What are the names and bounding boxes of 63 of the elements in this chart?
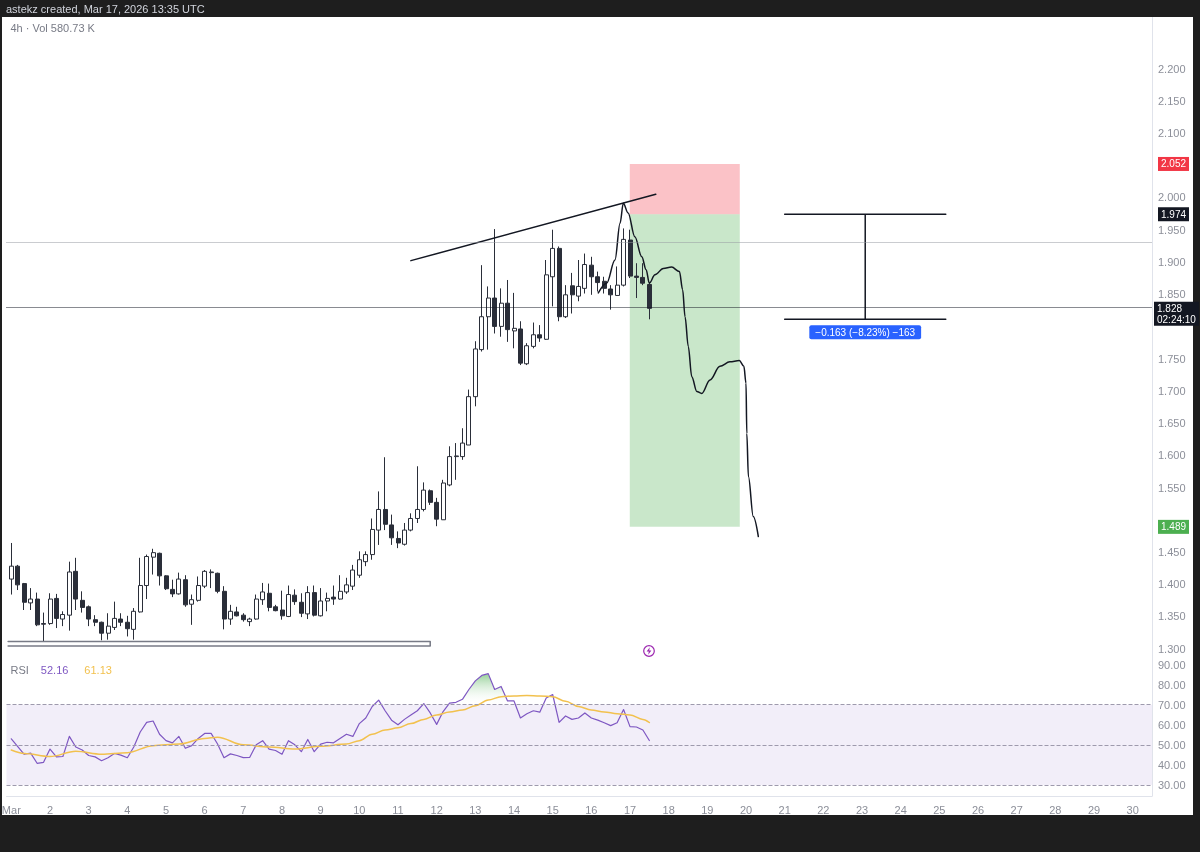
y-tick-label: 50.00 [1158, 738, 1186, 751]
x-tick-label: 25 [933, 803, 946, 816]
y-tick-label: 30.00 [1158, 778, 1186, 791]
x-tick-label: Mar [1, 803, 22, 816]
y-tick-label: 1.900 [1158, 255, 1186, 268]
x-tick-label: 22 [817, 803, 830, 816]
x-tick-label: 5 [162, 803, 170, 816]
y-tick-label: 80.00 [1158, 678, 1186, 691]
x-tick-label: 8 [278, 803, 286, 816]
x-tick-label: 10 [353, 803, 366, 816]
x-tick-label: 6 [201, 803, 208, 816]
x-tick-label: 2 [46, 803, 54, 816]
y-tick-label: 1.350 [1158, 610, 1186, 623]
y-tick-label: 1.750 [1158, 352, 1186, 365]
x-tick-label: 12 [430, 803, 443, 816]
y-tick-label: 1.450 [1158, 546, 1186, 558]
x-tick-label: 15 [546, 803, 559, 816]
chart-title: RSI [10, 663, 29, 676]
y-tick-label: 1.300 [1158, 642, 1186, 655]
x-tick-label: 16 [585, 803, 598, 816]
y-tick-label: 1.489 [1161, 521, 1187, 533]
x-tick-label: 9 [317, 803, 324, 816]
x-tick-label: 24 [894, 803, 907, 816]
y-tick-label: 90.00 [1158, 658, 1186, 671]
y-tick-label: 40.00 [1158, 758, 1186, 771]
y-tick-label: 1.550 [1158, 481, 1186, 494]
y-tick-label: 2.052 [1161, 158, 1187, 170]
y-tick-label: 2.100 [1158, 127, 1186, 140]
y-tick-label: 2.000 [1158, 191, 1186, 204]
y-tick-label: 1.700 [1158, 384, 1186, 397]
x-tick-label: 13 [469, 803, 482, 816]
x-tick-label: 18 [662, 803, 675, 816]
y-tick-label: 1.400 [1158, 578, 1186, 591]
x-tick-label: 28 [1049, 803, 1062, 816]
y-tick-label: 1.600 [1158, 449, 1186, 462]
y-tick-label: 60.00 [1158, 718, 1186, 731]
x-tick-label: 19 [701, 803, 714, 816]
x-tick-label: 7 [240, 803, 247, 816]
ref-line-label: 1.828 02:24:10 [1157, 302, 1197, 325]
x-tick-label: 3 [85, 803, 92, 816]
chart-title: 4h · Vol 580.73 K [10, 21, 96, 34]
y-tick-label: 1.650 [1158, 417, 1186, 430]
y-tick-label: 70.00 [1158, 698, 1186, 711]
x-tick-label: 27 [1010, 803, 1023, 816]
x-tick-label: 20 [739, 803, 753, 816]
x-tick-label: 23 [855, 803, 869, 816]
x-tick-label: 17 [623, 803, 637, 816]
y-tick-label: 1.850 [1158, 288, 1186, 301]
y-tick-label: 1.974 [1161, 208, 1187, 220]
y-tick-label: 1.950 [1158, 223, 1186, 236]
annotation: −0.163 (−8.23%) −163 [815, 326, 916, 338]
y-tick-label: 2.200 [1158, 62, 1186, 75]
text: 61.13 [84, 663, 112, 676]
x-tick-label: 11 [392, 803, 404, 816]
x-tick-label: 26 [971, 803, 985, 816]
text: 52.16 [40, 663, 69, 676]
x-tick-label: 29 [1087, 803, 1101, 816]
x-tick-label: 30 [1126, 803, 1139, 816]
y-tick-label: 2.150 [1158, 94, 1186, 107]
x-tick-label: 21 [778, 803, 791, 816]
x-tick-label: 4 [124, 803, 131, 816]
text: astekz created, Mar 17, 2026 13:35 UTC [6, 3, 205, 15]
x-tick-label: 14 [507, 803, 521, 816]
